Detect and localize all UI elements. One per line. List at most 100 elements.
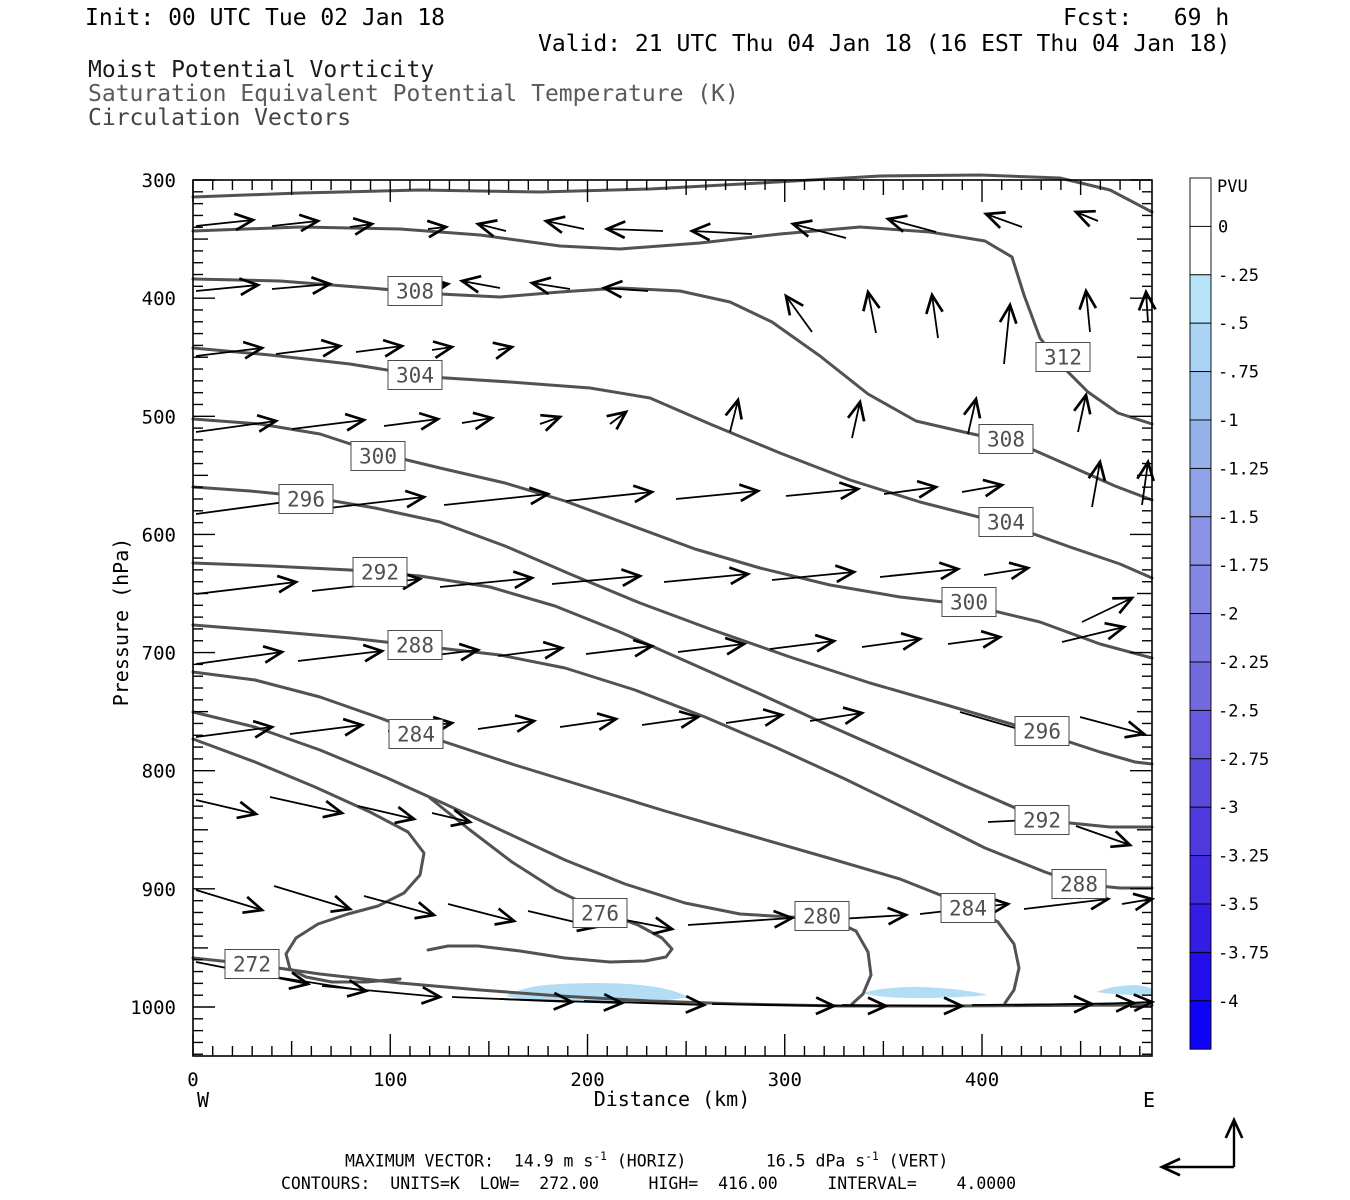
contour-label: 312 <box>1044 346 1082 370</box>
circulation-vector <box>1079 716 1148 739</box>
circulation-vector <box>426 219 450 239</box>
colorbar-tick-label: -1.25 <box>1218 459 1269 479</box>
circulation-vector <box>1136 458 1155 506</box>
circulation-vector <box>269 796 346 819</box>
colorbar-segment <box>1189 806 1212 857</box>
y-tick-label: 600 <box>142 524 176 546</box>
contour-label: 296 <box>1023 720 1061 744</box>
maximum-vector-annotation: MAXIMUM VECTOR: 14.9 m s-1 (HORIZ) 16.5 … <box>345 1150 949 1171</box>
colorbar-tick-label: -3.75 <box>1218 943 1269 963</box>
circulation-vector <box>983 561 1032 581</box>
init-time-label: Init: 00 UTC Tue 02 Jan 18 <box>85 5 446 31</box>
colorbar-segment <box>1189 661 1212 711</box>
contour-label: 276 <box>581 902 619 926</box>
circulation-vector <box>289 717 366 737</box>
colorbar-tick-label: -3 <box>1218 798 1238 818</box>
contour-label-box <box>387 630 443 660</box>
colorbar-segment <box>1189 322 1212 373</box>
circulation-vector <box>271 213 322 233</box>
colorbar-tick-label: -2.75 <box>1218 750 1269 770</box>
circulation-vector <box>273 885 354 914</box>
contours-info-annotation: CONTOURS: UNITS=K LOW= 272.00 HIGH= 416.… <box>281 1174 1017 1193</box>
colorbar-tick-label: -2 <box>1218 605 1238 625</box>
contour-label-box <box>388 719 444 749</box>
contour-line-284 <box>191 670 1021 1005</box>
circulation-vector <box>528 276 571 296</box>
reference-vector <box>1158 1116 1244 1177</box>
circulation-vector <box>784 293 813 333</box>
circulation-vector <box>962 395 982 435</box>
circulation-vector <box>439 570 536 590</box>
contour-line-300 <box>191 417 1154 660</box>
x-axis-title: Distance (km) <box>594 1087 751 1111</box>
x-tick-label: 100 <box>373 1069 407 1091</box>
contour-labels-layer: 308 304 300 296 292 288 284 272 276 280 284 288 292 2… <box>224 276 1107 979</box>
circulation-vector <box>1073 209 1099 228</box>
contour-label-box <box>1051 869 1107 899</box>
circulation-vector <box>675 483 762 503</box>
y-tick-label: 300 <box>142 170 176 192</box>
contour-label: 272 <box>233 953 271 977</box>
contour-label: 284 <box>949 897 987 921</box>
colorbar-tick-label: -.5 <box>1218 314 1249 334</box>
circulation-vector <box>606 410 629 431</box>
colorbar-tick-label: -1.75 <box>1218 556 1269 576</box>
circulation-vector <box>1061 621 1128 643</box>
circulation-vector <box>583 994 708 1014</box>
y-axis-title: Pressure (hPa) <box>109 538 133 707</box>
contour-label-box <box>352 557 408 587</box>
circulation-vector <box>1078 287 1098 333</box>
circulation-vector <box>1081 596 1135 623</box>
colorbar-segment <box>1189 467 1212 518</box>
colorbar-tick-label: 0 <box>1218 217 1228 237</box>
contour-line-304 <box>191 346 1154 580</box>
y-tick-label: 800 <box>142 761 176 783</box>
circulation-vector <box>383 411 442 431</box>
contour-label: 288 <box>396 634 434 658</box>
x-tick-label: 200 <box>570 1069 604 1091</box>
circulation-vector <box>1121 892 1156 912</box>
colorbar-segment <box>1189 419 1212 469</box>
east-end-label: E <box>1143 1088 1155 1112</box>
circulation-vector <box>846 398 866 439</box>
circulation-vector <box>195 413 280 433</box>
circulation-vector <box>982 211 1023 229</box>
circulation-vector <box>947 629 1004 649</box>
contour-label-box <box>1014 716 1070 746</box>
circulation-vector <box>769 633 838 653</box>
circulation-vector <box>291 412 368 432</box>
circulation-vector <box>789 219 847 239</box>
contour-label-box <box>278 484 334 514</box>
pvu-colorbar: 0 -.25 -.5 -.75 -1 -1.25 -1.5 -1.75 -2 -2.25 -2.5 -… <box>1189 177 1269 1050</box>
contour-label-box <box>1035 342 1091 372</box>
contour-label-box <box>794 901 850 931</box>
circulation-vector <box>879 561 962 581</box>
circulation-vector <box>447 903 518 926</box>
circulation-vector <box>349 216 376 236</box>
y-tick-label: 900 <box>142 879 176 901</box>
circulation-vector <box>363 895 438 920</box>
colorbar-segment <box>1189 225 1212 276</box>
circulation-vector <box>551 568 644 588</box>
circulation-vector <box>195 799 260 820</box>
contour-lines-layer <box>191 173 1154 1008</box>
y-tick-label: 700 <box>142 643 176 665</box>
circulation-vector <box>785 481 862 501</box>
circulation-vector <box>884 214 937 233</box>
circulation-vector <box>355 338 406 358</box>
circulation-vector <box>585 638 656 658</box>
contour-line-308 <box>191 277 1154 502</box>
contour-label-box <box>978 507 1034 537</box>
pv-shading-layer <box>506 983 1152 1003</box>
plot-frame <box>192 179 1153 1057</box>
contour-label-box <box>387 360 443 390</box>
contour-label: 292 <box>1023 809 1061 833</box>
contour-line-276 <box>426 796 674 964</box>
circulation-vector <box>961 478 1006 498</box>
colorbar-tick-label: -2.5 <box>1218 701 1259 721</box>
y-tick-label: 1000 <box>130 997 176 1019</box>
valid-time-label: Valid: 21 UTC Thu 04 Jan 18 (16 EST Thu … <box>538 31 1231 57</box>
contour-label-box <box>572 898 628 928</box>
colorbar-segment <box>1189 177 1212 227</box>
contour-line-276 <box>191 737 426 984</box>
